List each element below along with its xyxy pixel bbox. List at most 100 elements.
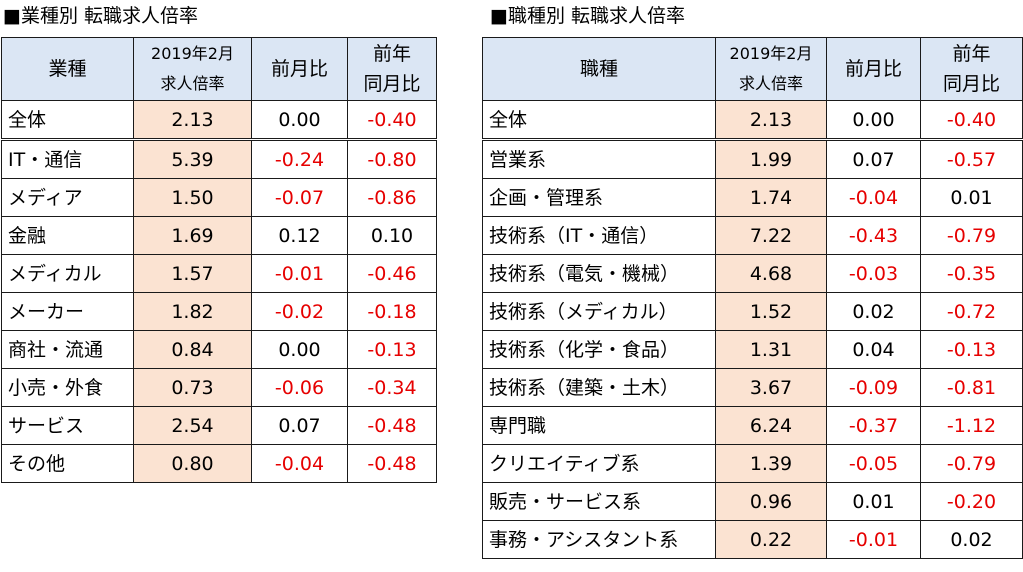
table-row: 技術系（IT・通信） 7.22 -0.43 -0.79 xyxy=(482,216,1023,255)
header-rate-line1: 2019年2月 xyxy=(729,44,813,63)
table-row: その他 0.80 -0.04 -0.48 xyxy=(1,444,437,483)
table-row: 技術系（化学・食品） 1.31 0.04 -0.13 xyxy=(482,330,1023,369)
month-over-month-cell: -0.05 xyxy=(826,444,921,483)
rate-cell: 6.24 xyxy=(715,406,827,445)
header-yoy-line2: 同月比 xyxy=(363,73,421,95)
month-over-month-cell: 0.04 xyxy=(826,330,921,369)
header-occupation: 職種 xyxy=(482,37,716,101)
header-year-over-year: 前年 同月比 xyxy=(920,37,1023,101)
row-label: 技術系（IT・通信） xyxy=(482,216,716,255)
table-row: 全体 2.13 0.00 -0.40 xyxy=(1,100,437,141)
year-over-year-cell: -0.81 xyxy=(920,368,1023,407)
table-row: 販売・サービス系 0.96 0.01 -0.20 xyxy=(482,482,1023,521)
table-row: 企画・管理系 1.74 -0.04 0.01 xyxy=(482,178,1023,217)
row-label: 販売・サービス系 xyxy=(482,482,716,521)
table-row: 技術系（メディカル） 1.52 0.02 -0.72 xyxy=(482,292,1023,331)
row-label: 専門職 xyxy=(482,406,716,445)
header-rate: 2019年2月 求人倍率 xyxy=(133,37,252,101)
rate-cell: 1.57 xyxy=(133,254,252,293)
occupation-ratio-table: 職種 2019年2月 求人倍率 前月比 前年 同月比 全体 2.13 0.00 -0.… xyxy=(482,37,1023,559)
header-rate-line2: 求人倍率 xyxy=(738,74,803,93)
month-over-month-cell: 0.00 xyxy=(826,100,921,141)
month-over-month-cell: 0.01 xyxy=(826,482,921,521)
rate-cell: 0.96 xyxy=(715,482,827,521)
table-header-row: 職種 2019年2月 求人倍率 前月比 前年 同月比 xyxy=(482,37,1023,101)
row-label: 商社・流通 xyxy=(1,330,134,369)
rate-cell: 1.39 xyxy=(715,444,827,483)
table-row: 専門職 6.24 -0.37 -1.12 xyxy=(482,406,1023,445)
table-row: メディア 1.50 -0.07 -0.86 xyxy=(1,178,437,217)
year-over-year-cell: -0.13 xyxy=(920,330,1023,369)
table-row: メーカー 1.82 -0.02 -0.18 xyxy=(1,292,437,331)
row-label: 金融 xyxy=(1,216,134,255)
row-label: IT・通信 xyxy=(1,139,134,179)
month-over-month-cell: -0.09 xyxy=(826,368,921,407)
header-rate-line2: 求人倍率 xyxy=(160,74,225,93)
year-over-year-cell: -0.13 xyxy=(347,330,437,369)
rate-cell: 4.68 xyxy=(715,254,827,293)
rate-cell: 0.22 xyxy=(715,520,827,559)
table-row: 技術系（電気・機械） 4.68 -0.03 -0.35 xyxy=(482,254,1023,293)
year-over-year-cell: -0.79 xyxy=(920,444,1023,483)
header-month-over-month: 前月比 xyxy=(826,37,921,101)
row-label: メディア xyxy=(1,178,134,217)
month-over-month-cell: 0.12 xyxy=(251,216,348,255)
header-rate: 2019年2月 求人倍率 xyxy=(715,37,827,101)
month-over-month-cell: 0.00 xyxy=(251,100,348,141)
month-over-month-cell: 0.07 xyxy=(251,406,348,445)
month-over-month-cell: -0.01 xyxy=(826,520,921,559)
industry-table-body: 全体 2.13 0.00 -0.40 IT・通信 5.39 -0.24 -0.80 メディア 1.… xyxy=(1,100,437,483)
month-over-month-cell: -0.06 xyxy=(251,368,348,407)
year-over-year-cell: 0.01 xyxy=(920,178,1023,217)
header-rate-line1: 2019年2月 xyxy=(151,44,234,63)
year-over-year-cell: 0.10 xyxy=(347,216,437,255)
rate-cell: 1.69 xyxy=(133,216,252,255)
year-over-year-cell: -0.48 xyxy=(347,444,437,483)
rate-cell: 0.80 xyxy=(133,444,252,483)
year-over-year-cell: -0.79 xyxy=(920,216,1023,255)
rate-cell: 1.99 xyxy=(715,139,827,179)
row-label: メーカー xyxy=(1,292,134,331)
row-label: クリエイティブ系 xyxy=(482,444,716,483)
table-row: IT・通信 5.39 -0.24 -0.80 xyxy=(1,139,437,179)
month-over-month-cell: -0.03 xyxy=(826,254,921,293)
table-row: 小売・外食 0.73 -0.06 -0.34 xyxy=(1,368,437,407)
row-label: 事務・アシスタント系 xyxy=(482,520,716,559)
month-over-month-cell: 0.02 xyxy=(826,292,921,331)
year-over-year-cell: -0.86 xyxy=(347,178,437,217)
table-row: 全体 2.13 0.00 -0.40 xyxy=(482,100,1023,141)
row-label: 営業系 xyxy=(482,139,716,179)
rate-cell: 2.13 xyxy=(133,100,252,141)
header-month-over-month: 前月比 xyxy=(251,37,348,101)
month-over-month-cell: 0.07 xyxy=(826,139,921,179)
year-over-year-cell: -0.80 xyxy=(347,139,437,179)
rate-cell: 1.52 xyxy=(715,292,827,331)
header-industry: 業種 xyxy=(1,37,134,101)
rate-cell: 1.31 xyxy=(715,330,827,369)
table-row: 技術系（建築・土木） 3.67 -0.09 -0.81 xyxy=(482,368,1023,407)
year-over-year-cell: -0.46 xyxy=(347,254,437,293)
occupation-table-title: ■職種別 転職求人倍率 xyxy=(490,5,685,27)
year-over-year-cell: -0.18 xyxy=(347,292,437,331)
year-over-year-cell: -0.20 xyxy=(920,482,1023,521)
table-row: 営業系 1.99 0.07 -0.57 xyxy=(482,139,1023,179)
year-over-year-cell: 0.02 xyxy=(920,520,1023,559)
header-yoy-line1: 前年 xyxy=(372,43,411,65)
month-over-month-cell: -0.01 xyxy=(251,254,348,293)
row-label: 技術系（化学・食品） xyxy=(482,330,716,369)
table-header-row: 業種 2019年2月 求人倍率 前月比 前年 同月比 xyxy=(1,37,437,101)
header-yoy-line1: 前年 xyxy=(952,43,991,65)
month-over-month-cell: -0.37 xyxy=(826,406,921,445)
table-row: サービス 2.54 0.07 -0.48 xyxy=(1,406,437,445)
year-over-year-cell: -0.57 xyxy=(920,139,1023,179)
rate-cell: 7.22 xyxy=(715,216,827,255)
rate-cell: 2.13 xyxy=(715,100,827,141)
rate-cell: 1.82 xyxy=(133,292,252,331)
table-row: 金融 1.69 0.12 0.10 xyxy=(1,216,437,255)
rate-cell: 1.74 xyxy=(715,178,827,217)
row-label: 全体 xyxy=(1,100,134,141)
row-label: 企画・管理系 xyxy=(482,178,716,217)
rate-cell: 2.54 xyxy=(133,406,252,445)
header-yoy-line2: 同月比 xyxy=(942,73,1000,95)
month-over-month-cell: -0.04 xyxy=(251,444,348,483)
